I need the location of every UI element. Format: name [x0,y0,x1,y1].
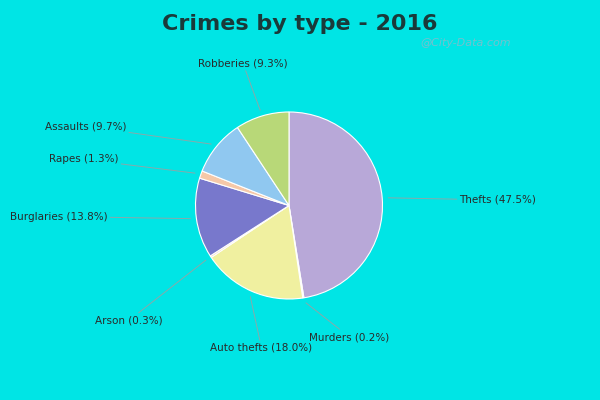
Text: Thefts (47.5%): Thefts (47.5%) [388,195,536,205]
Wedge shape [238,112,289,206]
Text: @City-Data.com: @City-Data.com [421,38,511,48]
Text: Robberies (9.3%): Robberies (9.3%) [198,58,287,110]
Text: Arson (0.3%): Arson (0.3%) [95,260,206,326]
Text: Auto thefts (18.0%): Auto thefts (18.0%) [211,297,313,353]
Wedge shape [211,206,303,299]
Wedge shape [289,112,382,298]
Text: Murders (0.2%): Murders (0.2%) [306,303,389,342]
Text: Assaults (9.7%): Assaults (9.7%) [44,121,211,144]
Wedge shape [289,206,304,298]
Wedge shape [202,128,289,206]
Text: Burglaries (13.8%): Burglaries (13.8%) [10,212,190,222]
Text: Rapes (1.3%): Rapes (1.3%) [49,154,195,173]
Text: Crimes by type - 2016: Crimes by type - 2016 [162,14,438,34]
Wedge shape [200,171,289,206]
Wedge shape [196,178,289,256]
Wedge shape [210,206,289,258]
